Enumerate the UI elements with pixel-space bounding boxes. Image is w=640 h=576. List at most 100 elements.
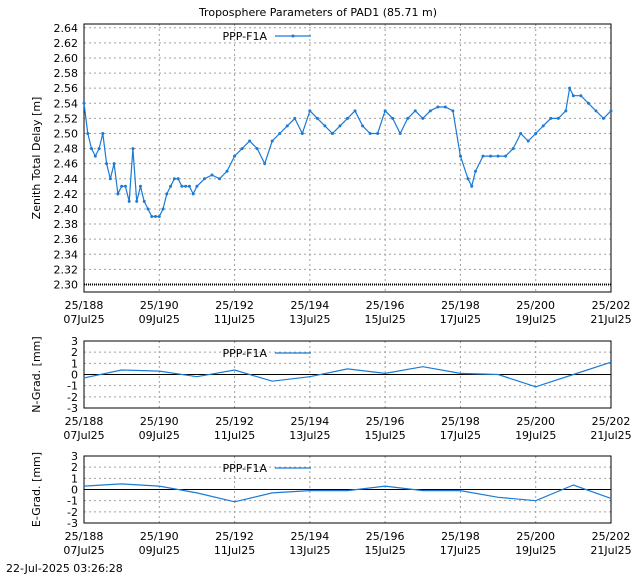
x-tick-label-doy: 25/196 — [366, 415, 405, 428]
ztd-point — [176, 177, 180, 181]
y-tick-label: 1 — [71, 357, 78, 370]
ztd-point — [97, 147, 101, 151]
ztd-point — [300, 131, 304, 135]
y-tick-label: 2.40 — [54, 203, 79, 216]
ztd-panel: 2.30 2.32 2.34 2.36 2.38 2.40 2.42 2.44 2.46 2.48… — [30, 22, 632, 326]
ztd-point — [202, 177, 206, 181]
ztd-point — [330, 131, 334, 135]
y-tick-label: -3 — [67, 517, 78, 530]
ztd-point — [451, 109, 455, 113]
ztd-point — [346, 116, 349, 120]
ztd-point — [248, 139, 252, 143]
x-tick-label-doy: 25/190 — [140, 299, 179, 312]
ztd-point — [131, 147, 135, 151]
y-tick-label: 2.62 — [54, 37, 79, 50]
ztd-series-line — [83, 86, 612, 218]
ztd-point — [195, 184, 199, 188]
x-tick-label-date: 13Jul25 — [289, 429, 330, 442]
x-tick-label-doy: 25/194 — [291, 415, 330, 428]
x-tick-label-doy: 25/200 — [516, 415, 555, 428]
x-tick-label-date: 11Jul25 — [214, 313, 255, 326]
y-tick-label: 2.48 — [54, 143, 79, 156]
x-tick-label-doy: 25/202 — [592, 530, 631, 543]
ztd-point — [549, 116, 553, 120]
ztd-point — [556, 116, 560, 120]
legend-marker — [291, 34, 295, 38]
x-tick-label-doy: 25/192 — [215, 415, 254, 428]
y-tick-label: 2.38 — [54, 218, 79, 231]
y-axis-label: Zenith Total Delay [m] — [30, 97, 43, 220]
ztd-point — [466, 177, 470, 181]
ztd-point — [376, 131, 380, 135]
ztd-point — [436, 105, 440, 109]
ztd-point — [323, 124, 327, 128]
y-tick-label: 1 — [71, 472, 78, 485]
y-tick-label: -2 — [67, 506, 78, 519]
ztd-point — [82, 101, 86, 105]
ztd-point — [112, 162, 116, 166]
x-tick-label-doy: 25/192 — [215, 530, 254, 543]
plot-frame — [83, 23, 612, 293]
plot-frame — [83, 455, 612, 524]
x-tick-label-date: 13Jul25 — [289, 544, 330, 557]
y-tick-label: 2 — [71, 346, 78, 359]
egrad-series-line — [83, 483, 612, 503]
y-tick-label: 2.52 — [54, 112, 79, 125]
y-tick-label: 3 — [71, 335, 78, 348]
ztd-point — [184, 184, 188, 188]
ztd-point — [526, 139, 530, 143]
ztd-point — [481, 154, 485, 158]
x-tick-label-date: 09Jul25 — [139, 544, 180, 557]
ztd-point — [86, 131, 90, 135]
x-tick-label-date: 21Jul25 — [590, 313, 631, 326]
y-tick-label: 0 — [71, 484, 78, 497]
ztd-point — [361, 124, 365, 128]
x-tick-label-doy: 25/188 — [65, 415, 104, 428]
x-tick-label-doy: 25/188 — [65, 530, 104, 543]
y-tick-label: -2 — [67, 391, 78, 404]
ztd-point — [406, 116, 410, 120]
ztd-point — [116, 192, 120, 196]
x-tick-label-doy: 25/188 — [65, 299, 104, 312]
ztd-point — [579, 94, 583, 98]
x-tick-label-doy: 25/192 — [215, 299, 254, 312]
generation-timestamp: 22-Jul-2025 03:26:28 — [6, 562, 123, 575]
legend-label: PPP-F1A — [223, 30, 268, 43]
ztd-point — [609, 109, 613, 113]
x-tick-label-date: 15Jul25 — [365, 429, 406, 442]
ztd-point — [413, 109, 417, 113]
ztd-point — [180, 184, 184, 188]
ztd-point — [90, 147, 94, 151]
x-tick-label-date: 15Jul25 — [365, 544, 406, 557]
y-tick-label: 2.46 — [54, 158, 79, 171]
ztd-point — [165, 192, 169, 196]
ztd-point — [135, 199, 139, 203]
ztd-point — [315, 116, 319, 120]
x-tick-label-date: 17Jul25 — [440, 313, 481, 326]
legend-label: PPP-F1A — [223, 347, 268, 360]
y-tick-label: -1 — [67, 495, 78, 508]
ztd-point — [263, 162, 267, 166]
ztd-point — [504, 154, 508, 158]
ztd-point — [511, 147, 515, 151]
y-axis-label: N-Grad. [mm] — [30, 336, 43, 412]
x-tick-label-date: 13Jul25 — [289, 313, 330, 326]
y-tick-label: 2.56 — [54, 82, 79, 95]
ztd-point — [568, 86, 572, 90]
x-tick-label-date: 19Jul25 — [515, 544, 556, 557]
y-tick-label: 2.32 — [54, 263, 79, 276]
ztd-point — [278, 131, 282, 135]
y-tick-label: -3 — [67, 402, 78, 415]
ztd-point — [233, 154, 237, 158]
ztd-point — [138, 184, 142, 188]
ztd-point — [586, 101, 590, 105]
ztd-point — [308, 109, 312, 113]
x-tick-label-doy: 25/202 — [592, 299, 631, 312]
x-tick-label-date: 11Jul25 — [214, 429, 255, 442]
x-tick-label-doy: 25/198 — [441, 415, 480, 428]
ztd-point — [123, 184, 127, 188]
ztd-point — [105, 162, 109, 166]
ztd-point — [120, 184, 124, 188]
ztd-point — [398, 131, 402, 135]
